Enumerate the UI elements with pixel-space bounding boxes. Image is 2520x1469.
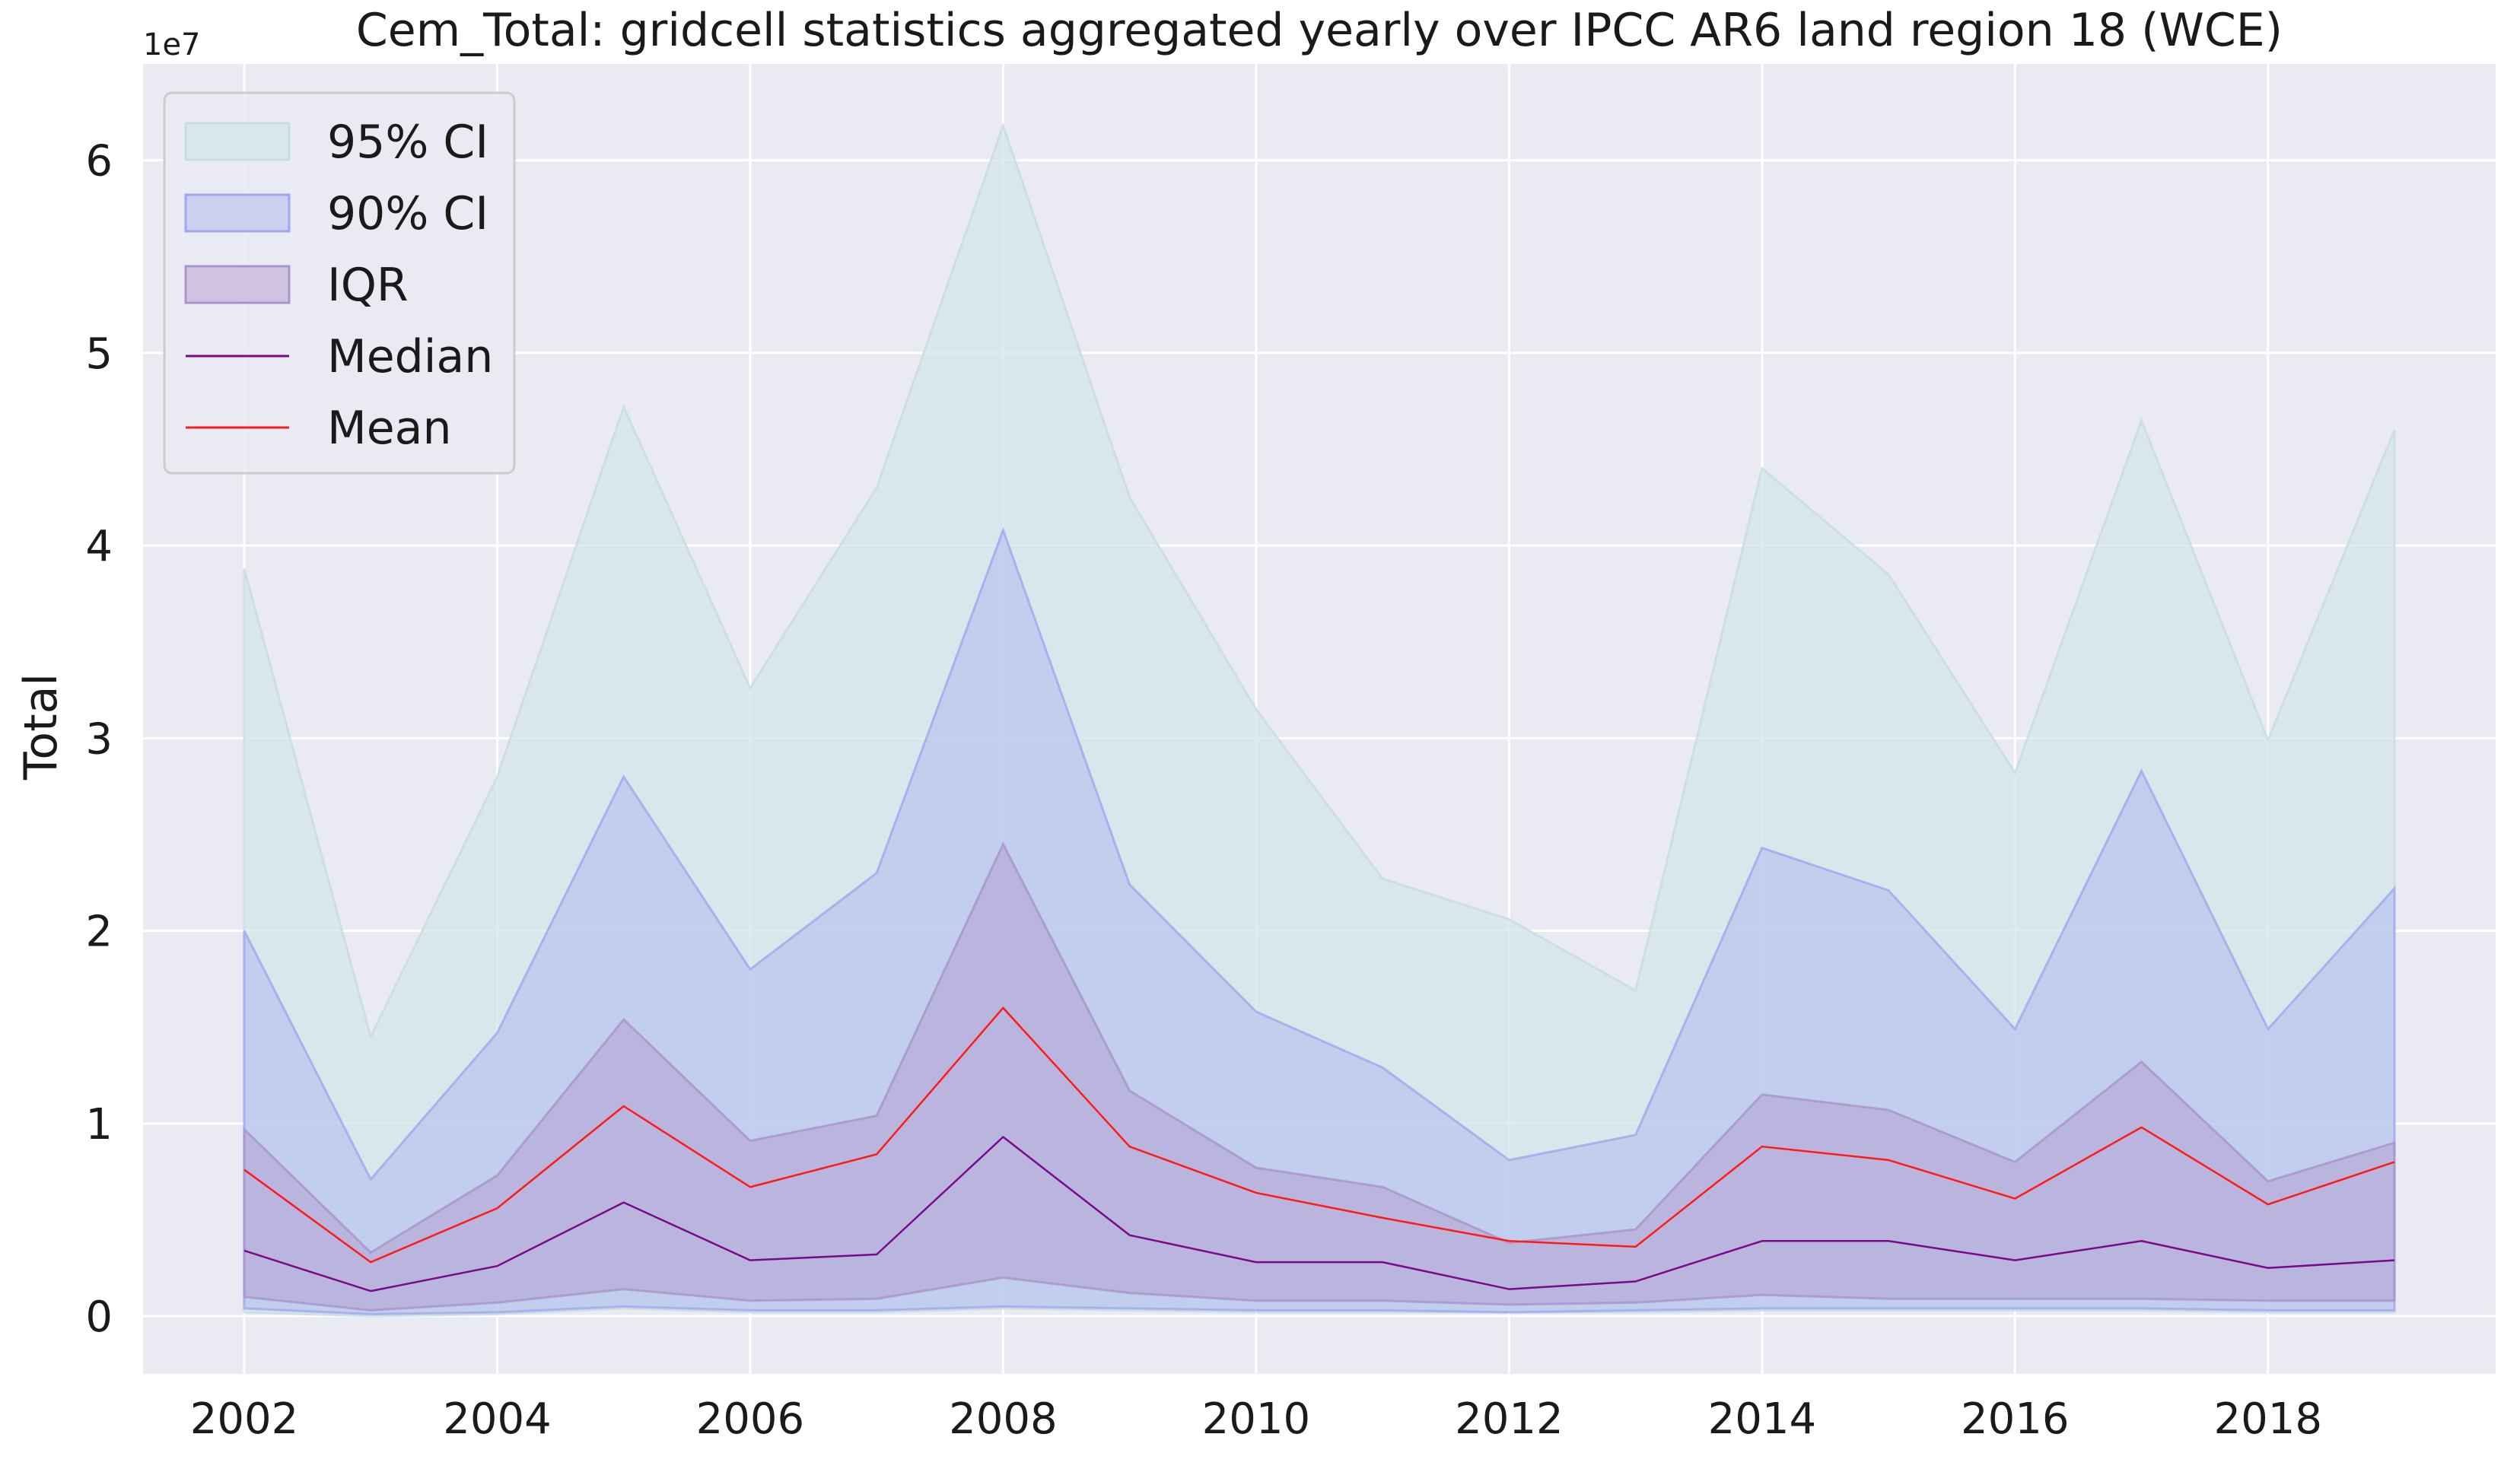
legend-swatch-iqr	[184, 265, 291, 304]
y-tick-label: 6	[85, 137, 113, 186]
x-tick-label: 2016	[1961, 1394, 2070, 1444]
x-tick-label: 2018	[2214, 1394, 2323, 1444]
y-axis-label: Total	[14, 673, 68, 781]
series-line-mean	[243, 1006, 2395, 1264]
legend-label-90-ci: 90% CI	[327, 187, 488, 240]
y-axis-ticks: 0 1 2 3 4 5 6	[85, 137, 113, 1342]
band-iqr	[243, 841, 2396, 1312]
legend: 95% CI 90% CI IQR Median Mean	[163, 91, 516, 475]
x-axis-ticks: 2002 2004 2006 2008 2010 2012 2014 2016 2018	[190, 1394, 2322, 1444]
x-tick-label: 2006	[696, 1394, 805, 1444]
chart-title: Cem_Total: gridcell statistics aggregate…	[356, 4, 2283, 57]
x-tick-label: 2008	[949, 1394, 1058, 1444]
legend-swatch-95-ci	[184, 122, 291, 161]
x-tick-label: 2010	[1202, 1394, 1311, 1444]
x-tick-label: 2014	[1708, 1394, 1817, 1444]
y-tick-label: 3	[85, 714, 113, 764]
y-tick-label: 0	[85, 1293, 113, 1342]
legend-swatch-90-ci	[184, 193, 291, 233]
legend-box	[163, 91, 516, 475]
y-tick-label: 1	[85, 1100, 113, 1149]
legend-label-median: Median	[327, 330, 493, 383]
y-tick-label: 4	[85, 522, 113, 571]
series-line-median	[243, 1136, 2395, 1293]
x-tick-label: 2002	[190, 1394, 299, 1444]
legend-label-95-ci: 95% CI	[327, 116, 488, 169]
x-tick-label: 2004	[443, 1394, 552, 1444]
confidence-bands	[243, 122, 2396, 1318]
y-axis-offset-label: 1e7	[143, 27, 201, 62]
legend-label-iqr: IQR	[327, 259, 409, 312]
legend-label-mean: Mean	[327, 402, 451, 455]
y-tick-label: 5	[85, 329, 113, 379]
series-lines	[243, 1006, 2395, 1293]
y-tick-label: 2	[85, 908, 113, 957]
x-tick-label: 2012	[1455, 1394, 1564, 1444]
